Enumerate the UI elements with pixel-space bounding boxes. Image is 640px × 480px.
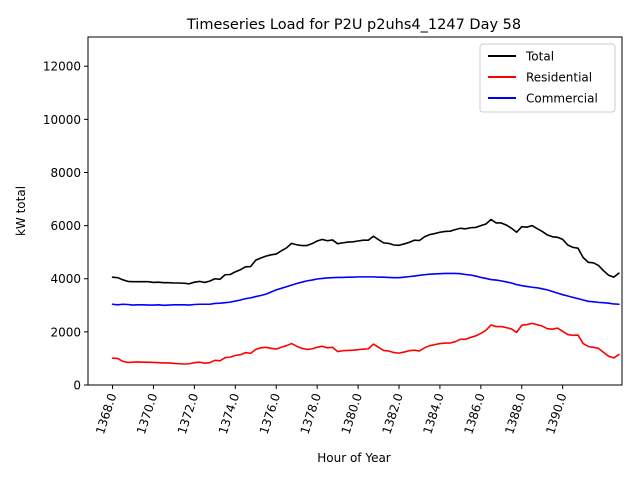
x-tick-label: 1368.0 [93, 392, 119, 436]
plot-area-frame [87, 36, 623, 386]
x-tick-label: 1370.0 [134, 392, 160, 436]
legend-box [479, 43, 616, 113]
legend: Total Residential Commercial [479, 43, 616, 113]
y-axis-label: kW total [14, 186, 28, 236]
x-tick-label: 1388.0 [502, 392, 528, 436]
x-tick-label: 1376.0 [257, 392, 283, 436]
y-tick-label: 4000 [50, 272, 81, 286]
x-tick-label: 1374.0 [216, 392, 242, 436]
y-tick-label: 12000 [43, 60, 81, 74]
y-tick-label: 6000 [50, 219, 81, 233]
x-tick-label: 1380.0 [339, 392, 365, 436]
y-axis-ticks: 0 2000 4000 6000 8000 10000 12000 [43, 60, 88, 393]
y-tick-label: 10000 [43, 113, 81, 127]
series-layer [111, 218, 620, 365]
legend-label-commercial: Commercial [526, 92, 598, 106]
series-line-residential [111, 322, 620, 365]
x-tick-label: 1390.0 [543, 392, 569, 436]
series-line-commercial [111, 272, 620, 307]
legend-label-total: Total [525, 50, 554, 64]
x-tick-label: 1384.0 [420, 392, 446, 436]
x-axis-label: Hour of Year [317, 451, 391, 465]
y-tick-label: 0 [73, 379, 81, 393]
y-tick-label: 2000 [50, 325, 81, 339]
y-tick-label: 8000 [50, 166, 81, 180]
legend-label-residential: Residential [526, 71, 592, 85]
x-axis-ticks: 1368.0 1370.0 1372.0 1374.0 1376.0 1378.0 1380… [93, 385, 570, 436]
series-line-total [111, 218, 620, 285]
x-tick-label: 1386.0 [461, 392, 487, 436]
x-tick-label: 1372.0 [175, 392, 201, 436]
x-tick-label: 1382.0 [380, 392, 406, 436]
chart-title: Timeseries Load for P2U p2uhs4_1247 Day … [186, 17, 521, 33]
x-tick-label: 1378.0 [298, 392, 324, 436]
